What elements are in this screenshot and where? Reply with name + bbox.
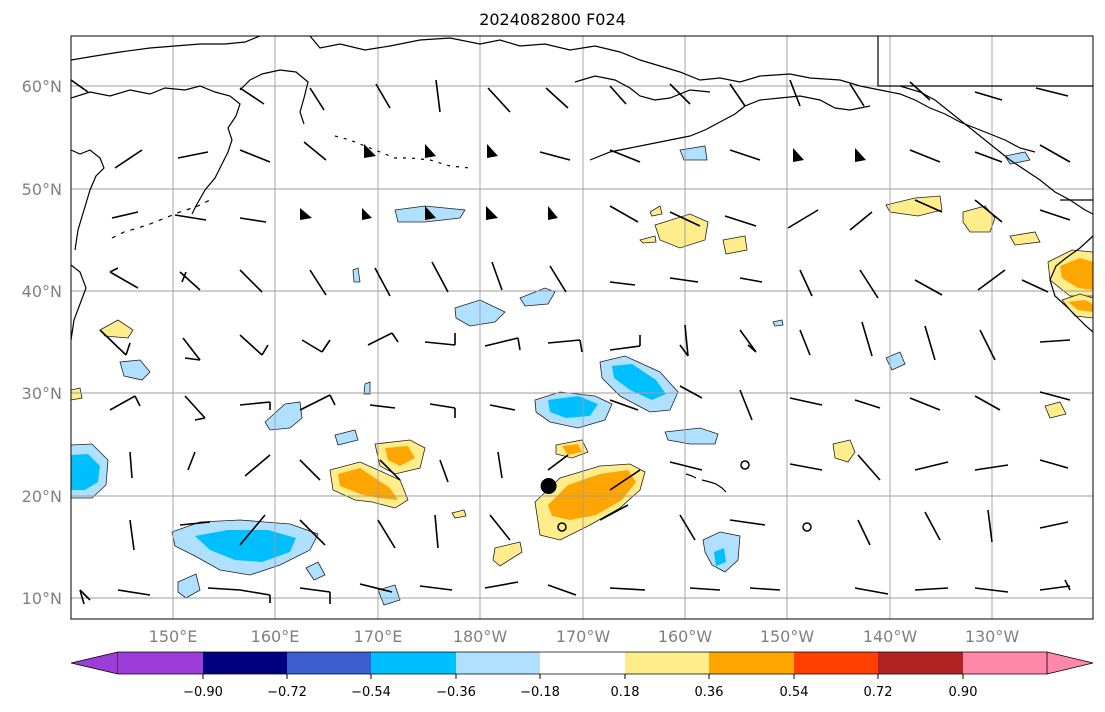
lat-axis-labels: 10°N 20°N 30°N 40°N 50°N 60°N [22,77,62,608]
lat-label-30n: 30°N [22,384,62,403]
colorbar: −0.90 −0.72 −0.54 −0.36 −0.18 0.18 0.36 … [70,651,1094,700]
colorbar-segment [540,652,625,674]
colorbar-tick-label: 0.90 [949,685,978,700]
lon-label-130w: 130°W [965,627,1020,646]
colorbar-tick-label: 0.36 [695,685,724,700]
lon-label-140w: 140°W [863,627,918,646]
lon-label-160w: 160°W [658,627,713,646]
colorbar-tick-label: −0.54 [351,685,391,700]
lon-axis-labels: 150°E 160°E 170°E 180°W 170°W 160°W 150°… [149,627,1020,646]
coastlines [71,36,1093,493]
wind-barb-flags [300,144,866,220]
colorbar-tick-label: −0.18 [520,685,560,700]
colorbar-tick-label: −0.90 [183,685,223,700]
colorbar-segment [203,652,287,674]
lon-label-170w: 170°W [556,627,611,646]
colorbar-segment [118,652,203,674]
colorbar-tick-label: 0.54 [780,685,809,700]
lon-label-150w: 150°W [760,627,815,646]
map-title: 2024082800 F024 [479,10,626,29]
lat-label-20n: 20°N [22,487,62,506]
anomaly-shading [71,145,1093,606]
lon-label-180w: 180°W [453,627,508,646]
colorbar-segment [963,652,1047,674]
lon-label-150e: 150°E [149,627,198,646]
lat-label-10n: 10°N [22,589,62,608]
colorbar-segment [625,652,709,674]
wind-barbs [71,79,1071,605]
lat-label-60n: 60°N [22,77,62,96]
lon-label-170e: 170°E [354,627,403,646]
colorbar-tick-label: −0.72 [267,685,307,700]
colorbar-tick-label: 0.72 [864,685,893,700]
colorbar-segment [456,652,540,674]
colorbar-tick-label: 0.18 [611,685,640,700]
colorbar-segment [878,652,963,674]
colorbar-segment [287,652,371,674]
colorbar-segment [794,652,878,674]
plot-frame [70,35,1094,620]
lat-label-50n: 50°N [22,180,62,199]
colorbar-segment [371,652,456,674]
calm-circles [557,460,812,532]
location-marker [540,478,557,494]
colorbar-segment [709,652,794,674]
colorbar-tick-label: −0.36 [436,685,476,700]
colorbar-extend-high [1046,651,1094,675]
lat-label-40n: 40°N [22,282,62,301]
lon-label-160e: 160°E [251,627,300,646]
colorbar-extend-low [70,651,119,675]
